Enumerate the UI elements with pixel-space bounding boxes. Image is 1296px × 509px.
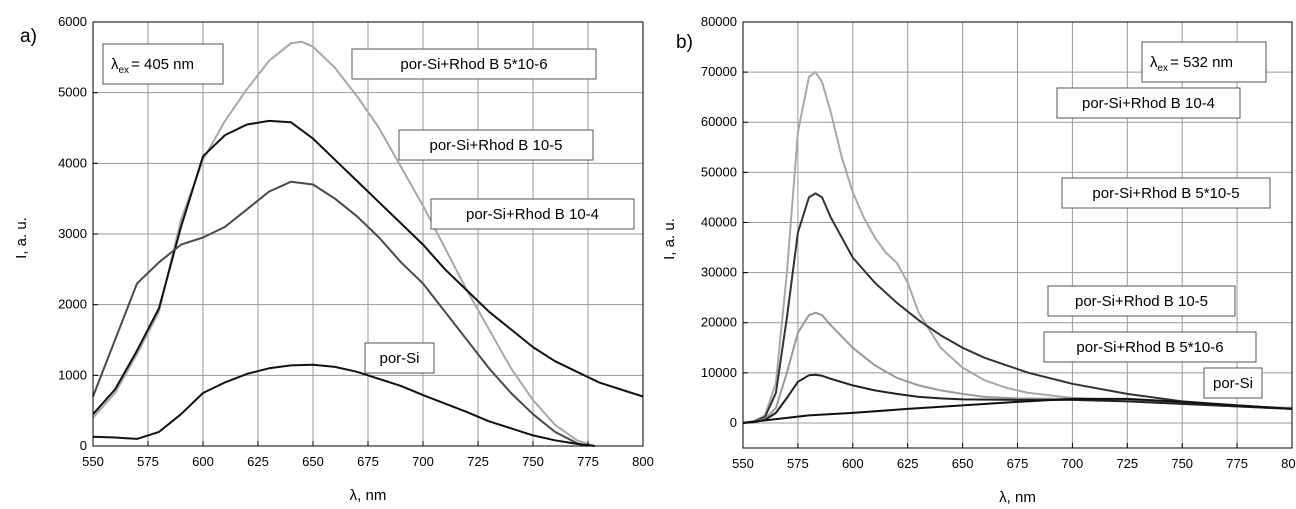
series-label-box bbox=[1203, 367, 1263, 399]
series-line bbox=[742, 397, 1293, 424]
x-tick-label: 725 bbox=[1116, 456, 1138, 471]
x-tick-label: 775 bbox=[1226, 456, 1248, 471]
y-tick-label: 30000 bbox=[701, 265, 737, 280]
x-tick-label: 550 bbox=[732, 456, 754, 471]
x-tick-label: 625 bbox=[897, 456, 919, 471]
excitation-label: λex = 405 nm bbox=[111, 56, 194, 76]
y-tick-label: 50000 bbox=[701, 164, 737, 179]
series-line bbox=[92, 119, 644, 415]
series-line bbox=[92, 40, 595, 447]
x-axis-label: λ, nm bbox=[350, 487, 387, 504]
y-tick-label: 80000 bbox=[701, 14, 737, 29]
y-tick-label: 3000 bbox=[58, 226, 87, 241]
x-tick-label: 600 bbox=[192, 454, 214, 469]
series-line bbox=[92, 180, 589, 447]
series-label: por-Si+Rhod B 5*10-6 bbox=[400, 56, 547, 73]
x-tick-label: 650 bbox=[302, 454, 324, 469]
panel-label: b) bbox=[676, 32, 693, 53]
series-label-box bbox=[398, 129, 594, 161]
excitation-box bbox=[102, 43, 224, 85]
x-tick-label: 750 bbox=[522, 454, 544, 469]
series-label: por-Si+Rhod B 10-5 bbox=[1075, 293, 1208, 310]
series-label-box bbox=[1056, 87, 1241, 119]
series-label-box bbox=[1047, 285, 1236, 317]
y-tick-label: 40000 bbox=[701, 214, 737, 229]
x-axis-label: λ, nm bbox=[999, 489, 1036, 506]
x-tick-label: 725 bbox=[467, 454, 489, 469]
y-tick-label: 10000 bbox=[701, 365, 737, 380]
series-label: por-Si+Rhod B 10-4 bbox=[1082, 95, 1215, 112]
x-tick-label: 600 bbox=[842, 456, 864, 471]
panel-label: a) bbox=[20, 26, 37, 47]
series-label: por-Si bbox=[1213, 375, 1253, 392]
x-tick-label: 700 bbox=[1062, 456, 1084, 471]
series-label: por-Si+Rhod B 10-4 bbox=[466, 206, 599, 223]
series-label: por-Si+Rhod B 5*10-5 bbox=[1092, 185, 1239, 202]
series-label: por-Si bbox=[379, 350, 419, 367]
x-tick-label: 750 bbox=[1171, 456, 1193, 471]
y-tick-label: 2000 bbox=[58, 297, 87, 312]
series-line bbox=[742, 373, 1293, 424]
x-tick-label: 575 bbox=[787, 456, 809, 471]
y-tick-label: 20000 bbox=[701, 315, 737, 330]
series-label-box bbox=[430, 198, 635, 230]
series-label-box bbox=[351, 48, 597, 80]
series-label: por-Si+Rhod B 5*10-6 bbox=[1076, 339, 1223, 356]
series-line bbox=[92, 363, 595, 447]
x-tick-label: 800 bbox=[1281, 456, 1296, 471]
y-tick-label: 4000 bbox=[58, 155, 87, 170]
x-tick-label: 650 bbox=[952, 456, 974, 471]
y-tick-label: 60000 bbox=[701, 114, 737, 129]
chart-panel-a: 550 575 600 625 650 675 700 725 750 775 800 0 1000 20… bbox=[13, 14, 654, 504]
x-tick-label: 625 bbox=[247, 454, 269, 469]
y-axis-label: I, a. u. bbox=[13, 217, 30, 259]
series-line bbox=[742, 192, 1293, 424]
excitation-label: λex = 532 nm bbox=[1150, 54, 1233, 74]
x-tick-label: 575 bbox=[137, 454, 159, 469]
y-tick-label: 6000 bbox=[58, 14, 87, 29]
series-line bbox=[742, 71, 1293, 424]
y-tick-label: 0 bbox=[730, 415, 737, 430]
y-axis-label: I, a. u. bbox=[661, 218, 678, 260]
chart-panel-b: 550 575 600 625 650 675 700 725 750 775 800 0 10000 2… bbox=[661, 14, 1296, 506]
x-tick-label: 800 bbox=[632, 454, 654, 469]
y-tick-label: 70000 bbox=[701, 64, 737, 79]
x-tick-label: 700 bbox=[412, 454, 434, 469]
y-tick-label: 0 bbox=[80, 438, 87, 453]
x-tick-label: 675 bbox=[1007, 456, 1029, 471]
excitation-box bbox=[1141, 41, 1267, 83]
series-label: por-Si+Rhod B 10-5 bbox=[430, 137, 563, 154]
x-tick-label: 675 bbox=[357, 454, 379, 469]
series-label-box bbox=[1043, 331, 1257, 363]
y-tick-label: 5000 bbox=[58, 85, 87, 100]
x-tick-label: 550 bbox=[82, 454, 104, 469]
series-label-box bbox=[1061, 177, 1271, 209]
x-tick-label: 775 bbox=[577, 454, 599, 469]
y-tick-label: 1000 bbox=[58, 367, 87, 382]
series-label-box bbox=[364, 342, 435, 374]
